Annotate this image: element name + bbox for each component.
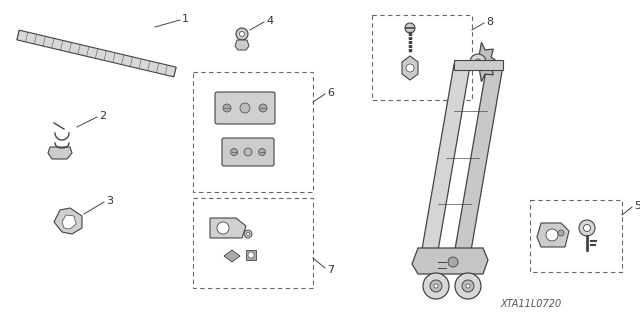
- FancyBboxPatch shape: [222, 138, 274, 166]
- Circle shape: [475, 59, 481, 65]
- Polygon shape: [48, 147, 72, 159]
- Polygon shape: [224, 250, 240, 262]
- Polygon shape: [454, 60, 503, 70]
- Bar: [193, 72, 313, 192]
- Circle shape: [259, 104, 267, 112]
- Text: 4: 4: [266, 16, 273, 26]
- Circle shape: [462, 280, 474, 292]
- Bar: [193, 198, 313, 288]
- Polygon shape: [62, 215, 76, 229]
- Circle shape: [423, 273, 449, 299]
- Circle shape: [244, 148, 252, 156]
- Bar: [530, 200, 622, 272]
- Circle shape: [248, 252, 254, 258]
- Circle shape: [239, 32, 244, 36]
- Circle shape: [236, 28, 248, 40]
- Circle shape: [246, 233, 250, 235]
- Polygon shape: [478, 42, 498, 82]
- Polygon shape: [422, 63, 470, 251]
- Text: 8: 8: [486, 17, 493, 27]
- FancyBboxPatch shape: [215, 92, 275, 124]
- Polygon shape: [537, 223, 569, 247]
- Text: 5: 5: [634, 201, 640, 211]
- Circle shape: [430, 280, 442, 292]
- Circle shape: [406, 64, 414, 72]
- Circle shape: [244, 230, 252, 238]
- Bar: [372, 15, 472, 100]
- Circle shape: [466, 284, 470, 288]
- Circle shape: [240, 103, 250, 113]
- Polygon shape: [412, 248, 488, 274]
- Circle shape: [558, 230, 564, 236]
- Text: 3: 3: [106, 196, 113, 206]
- Circle shape: [434, 284, 438, 288]
- Circle shape: [259, 149, 266, 155]
- Text: XTA11L0720: XTA11L0720: [500, 299, 561, 309]
- Text: 2: 2: [99, 111, 106, 121]
- Circle shape: [584, 225, 591, 232]
- Polygon shape: [210, 218, 246, 238]
- Circle shape: [470, 54, 486, 70]
- Bar: [246, 250, 256, 260]
- Circle shape: [230, 149, 237, 155]
- Circle shape: [455, 273, 481, 299]
- Circle shape: [546, 229, 558, 241]
- Polygon shape: [17, 30, 176, 77]
- Polygon shape: [54, 208, 82, 234]
- Text: 7: 7: [327, 265, 334, 275]
- Circle shape: [217, 222, 229, 234]
- Text: 1: 1: [182, 14, 189, 24]
- Circle shape: [448, 257, 458, 267]
- Circle shape: [405, 23, 415, 33]
- Circle shape: [579, 220, 595, 236]
- Polygon shape: [455, 63, 503, 251]
- Circle shape: [223, 104, 231, 112]
- Polygon shape: [402, 56, 418, 80]
- Polygon shape: [235, 40, 249, 50]
- Text: 6: 6: [327, 88, 334, 98]
